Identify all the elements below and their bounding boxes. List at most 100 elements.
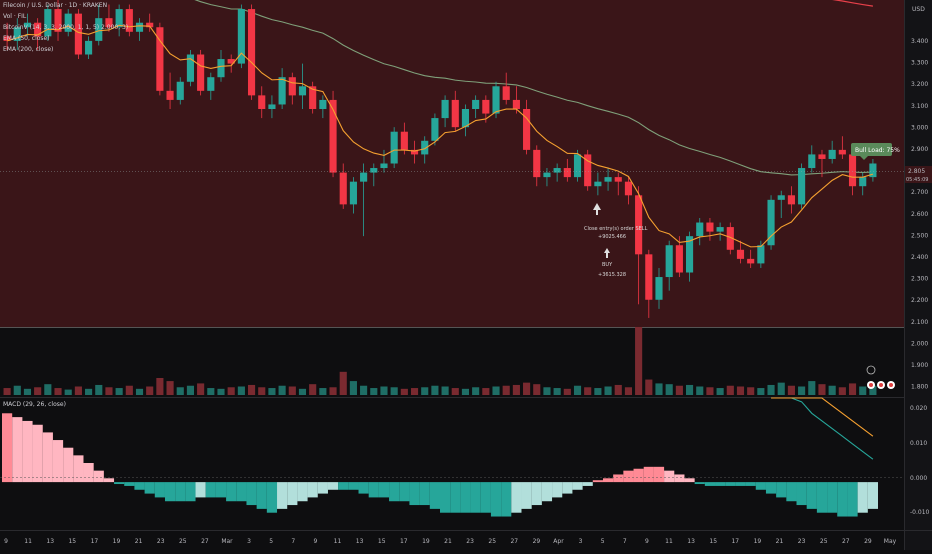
volume-bar	[736, 386, 745, 395]
volume-bar	[818, 384, 826, 395]
event-icon-flash[interactable]	[866, 365, 876, 375]
volume-bar	[298, 388, 307, 395]
time-axis-ticks: 9 11 13 15 17 19 21 23 25 27 Mar 3 5 7 9 11 13 15 17 19 21 23…	[4, 538, 897, 545]
candle-bull	[767, 199, 775, 246]
volume-bar	[706, 387, 714, 395]
symbol-title[interactable]: Filecoin / U.S. Dollar · 1D · KRAKEN	[3, 2, 108, 9]
macd-bar	[409, 482, 420, 506]
candle-bear	[645, 254, 653, 300]
time-tick-label: 27	[201, 538, 209, 545]
macd-bar	[674, 474, 685, 483]
macd-bar	[562, 482, 573, 494]
candle-bear	[675, 245, 683, 273]
macd-bar	[786, 482, 797, 502]
candle-bear	[146, 22, 154, 28]
candle-bull	[237, 9, 245, 64]
last-price-badge	[905, 166, 932, 183]
macd-bar	[796, 482, 807, 506]
candle-bear	[3, 36, 11, 41]
close-entry-label: Close entry(s) order SELL	[584, 226, 648, 232]
time-tick-label: 17	[91, 538, 99, 545]
candle-bull	[685, 236, 694, 273]
volume-bar	[349, 381, 357, 395]
indicator-volume[interactable]: Vol · FIL	[3, 13, 27, 20]
candle-bull	[319, 99, 327, 109]
time-tick-label: 13	[46, 538, 54, 545]
volume-bar	[777, 382, 785, 395]
candle-bear	[166, 90, 174, 100]
event-icons[interactable]	[866, 365, 895, 389]
macd-bar	[694, 482, 705, 485]
candle-bear	[787, 195, 795, 205]
indicator-bitcoinv[interactable]: BitcoinV (14, 3, 3, 2000, 1, 1, 5) 2.000…	[3, 24, 129, 31]
macd-bar	[429, 482, 440, 509]
candle-bull	[461, 109, 470, 128]
volume-bar	[594, 388, 602, 395]
macd-bar	[63, 447, 74, 483]
signal-line-path	[771, 397, 874, 437]
ema-short-line	[6, 24, 874, 248]
price-tick-label: 3.300	[911, 60, 928, 67]
volume-bar	[146, 386, 154, 395]
time-tick-label: 13	[356, 538, 364, 545]
volume-bar	[472, 387, 480, 395]
macd-bar	[450, 482, 461, 513]
candle-bull	[472, 99, 480, 109]
candle-bear	[726, 227, 734, 250]
indicator-ema-50[interactable]: EMA (50, close)	[3, 35, 50, 42]
time-tick-label: 25	[820, 538, 828, 545]
macd-title[interactable]: MACD (29, 26, close)	[3, 401, 66, 408]
candle-bear	[838, 149, 846, 155]
candle-bull	[594, 181, 602, 187]
macd-bar	[215, 482, 227, 498]
bull-load-label: Bull Load: 75%	[855, 147, 900, 154]
candles	[3, 0, 877, 318]
candle-bull	[64, 13, 72, 32]
indicator-ema-200[interactable]: EMA (200, close)	[3, 46, 54, 53]
macd-bar	[419, 482, 430, 506]
price-tick-label: 2.000	[911, 340, 928, 347]
candle-bull	[13, 27, 21, 41]
volume-bar	[553, 388, 561, 395]
price-tick-label: 2.400	[911, 254, 928, 261]
volume-bar	[319, 388, 327, 395]
candle-bull	[380, 163, 388, 169]
macd-bar	[470, 482, 481, 513]
macd-bar	[205, 482, 216, 498]
volume-bar	[767, 384, 775, 395]
volume-bar	[217, 388, 225, 395]
buy-pnl: +3615.328	[598, 272, 626, 278]
volume-bar	[584, 387, 592, 395]
candle-bull	[176, 81, 184, 100]
price-tick-label: 2.500	[911, 232, 928, 239]
candle-bull	[349, 181, 357, 205]
macd-bar	[572, 482, 583, 490]
close-entry-pnl: +9025.466	[598, 234, 626, 240]
candle-bull	[431, 118, 439, 141]
candle-bear	[288, 77, 296, 96]
time-tick-label: 9	[645, 538, 649, 545]
macd-bar	[653, 466, 665, 483]
time-tick-label: 29	[533, 538, 541, 545]
ema-50-path	[194, 0, 873, 176]
candle-bull	[23, 22, 32, 28]
volume-bar	[604, 386, 612, 395]
macd-bar	[511, 482, 522, 513]
macd-bar	[725, 482, 736, 486]
candle-bear	[54, 9, 62, 32]
candle-bull	[777, 195, 785, 200]
volume-bar	[23, 388, 32, 395]
macd-bar	[338, 482, 349, 490]
volume-bar	[227, 387, 235, 395]
time-tick-label: 9	[4, 538, 8, 545]
macd-lines	[771, 397, 874, 460]
volume-bar	[421, 387, 429, 395]
candle-bear	[747, 258, 755, 264]
volume-bar	[859, 386, 867, 395]
macd-bar	[52, 440, 64, 483]
macd-bar	[776, 482, 787, 498]
time-tick-label: Mar	[221, 538, 233, 545]
volume-bar	[512, 384, 520, 395]
time-tick-label: 21	[444, 538, 452, 545]
